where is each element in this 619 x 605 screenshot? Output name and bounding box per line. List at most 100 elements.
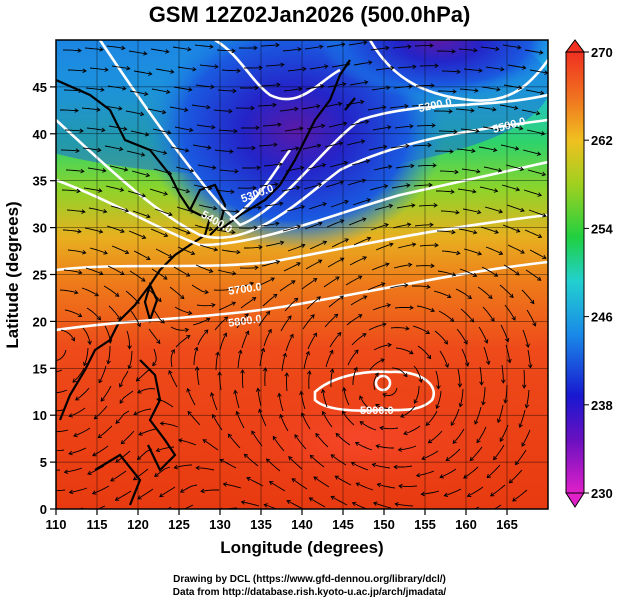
x-tick-label: 110 [46, 517, 67, 532]
streamline [119, 370, 129, 388]
streamline [60, 329, 75, 342]
streamline [237, 350, 242, 369]
streamline [56, 429, 69, 433]
streamline-arrow [366, 198, 371, 203]
streamline [156, 446, 175, 452]
streamline-arrow [231, 229, 236, 235]
streamline [436, 390, 442, 409]
streamline-arrow [96, 107, 101, 112]
streamline [501, 364, 504, 383]
streamline-arrow [409, 305, 414, 310]
streamline-arrow [170, 69, 175, 74]
streamline-arrow [521, 384, 527, 389]
streamline [499, 104, 518, 109]
streamline-arrow [275, 221, 280, 227]
streamline [418, 204, 437, 207]
streamline-arrow [287, 315, 292, 320]
contour-5900-center [374, 374, 392, 392]
streamline [56, 369, 63, 373]
streamline-arrow [500, 66, 505, 72]
streamline-arrow [74, 396, 80, 401]
streamline [501, 184, 520, 191]
streamline-arrow [429, 222, 434, 228]
streamline [352, 367, 358, 385]
streamline-arrow [362, 256, 368, 261]
streamline [239, 266, 259, 269]
streamline-arrow [309, 454, 315, 460]
streamline-arrow [156, 339, 161, 345]
streamline-arrow [527, 364, 533, 369]
streamline [150, 48, 169, 53]
streamline [372, 126, 391, 131]
streamline-arrow [73, 432, 78, 438]
streamline-arrow [410, 163, 415, 169]
streamline-arrow [499, 437, 504, 443]
streamline [493, 504, 502, 509]
streamline [174, 126, 193, 131]
streamline [125, 290, 140, 304]
streamline-arrow [451, 229, 456, 235]
streamline-arrow [207, 145, 212, 150]
streamline-arrow [231, 301, 237, 306]
streamline [257, 388, 262, 407]
streamline [438, 310, 454, 322]
streamline-arrow [359, 395, 364, 400]
streamline [506, 204, 525, 212]
streamline-arrow [184, 148, 190, 153]
streamline-arrow [469, 318, 475, 323]
streamline [280, 315, 292, 332]
streamline-arrow [436, 385, 441, 390]
streamline [394, 125, 413, 129]
streamline-arrow [155, 513, 159, 516]
streamline-arrow [451, 272, 457, 277]
streamline-arrow [187, 410, 192, 416]
streamline [174, 306, 192, 314]
streamline [434, 110, 453, 112]
streamline [485, 66, 504, 71]
streamline [281, 186, 300, 192]
streamline-arrow [212, 205, 218, 211]
streamline-arrow [330, 454, 335, 459]
streamline [241, 501, 260, 507]
streamline-arrow [492, 147, 498, 153]
streamline [345, 101, 364, 106]
streamline [369, 185, 388, 191]
streamline [56, 449, 65, 452]
streamline [459, 88, 478, 92]
streamline-arrow [457, 383, 463, 388]
streamline [353, 237, 371, 246]
streamline-arrow [99, 47, 104, 52]
streamline [100, 385, 112, 402]
streamline [438, 130, 458, 133]
streamline-arrow [163, 232, 169, 238]
streamline-arrow [501, 379, 506, 384]
streamline [368, 323, 386, 331]
streamline-arrow [413, 399, 418, 404]
streamline-arrow [493, 272, 499, 277]
streamline-arrow [192, 66, 197, 72]
streamline [417, 164, 436, 167]
streamline [56, 389, 68, 394]
streamline-arrow [78, 88, 83, 94]
streamline-arrow [418, 378, 424, 384]
streamline-arrow [188, 310, 193, 316]
streamline [373, 165, 392, 171]
streamline [202, 439, 219, 451]
streamline [168, 370, 178, 388]
streamline-arrow [445, 456, 450, 461]
streamline-arrow [227, 433, 233, 439]
colorbar: 270 262 254 246 238 230 [565, 39, 613, 508]
streamline [263, 329, 272, 347]
streamline-arrow [252, 185, 257, 191]
streamline-arrow [296, 224, 302, 230]
x-tick-label: 115 [87, 517, 108, 532]
y-tick-label: 10 [33, 408, 47, 423]
streamline [367, 283, 385, 291]
streamline-arrow [339, 219, 345, 224]
streamline [434, 330, 448, 345]
streamline-arrow [320, 388, 326, 394]
colorbar-tick-label: 270 [591, 45, 613, 60]
streamline-arrow [319, 44, 324, 50]
streamline-arrow [194, 346, 199, 352]
streamline-arrow [229, 149, 234, 154]
